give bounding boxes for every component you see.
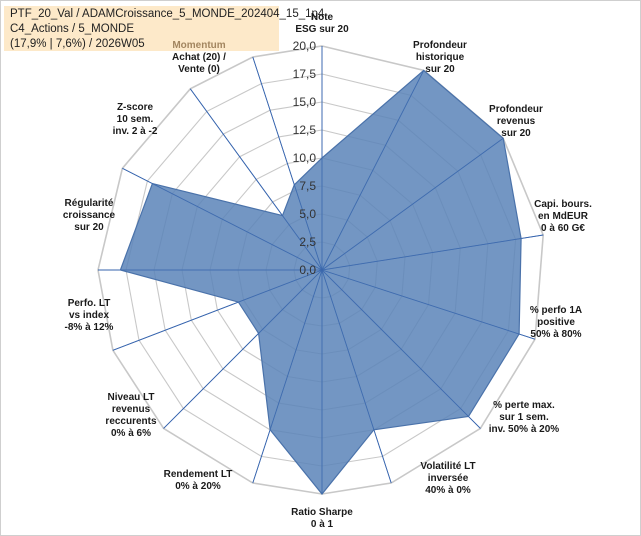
tick-label: 12,5 xyxy=(293,123,317,137)
axis-label: Profondeur revenus sur 20 xyxy=(489,104,543,139)
axis-label: Capi. bours. en MdEUR 0 à 60 G€ xyxy=(534,199,592,234)
axis-spoke-overlay xyxy=(321,269,392,484)
axis-spoke-overlay xyxy=(252,269,323,484)
axis-spoke-overlay xyxy=(112,269,323,351)
axis-label: Régularité croissance sur 20 xyxy=(63,198,116,233)
tick-label: 17,5 xyxy=(293,67,317,81)
grid-ring xyxy=(97,45,545,495)
series-area xyxy=(119,69,522,495)
axis-spoke-overlay xyxy=(321,137,504,271)
axis-label: Volatilité LT inversée 40% à 0% xyxy=(420,461,475,496)
title-line-3: (17,9% | 7,6%) / 2026W05 xyxy=(10,38,145,50)
axis-label: Ratio Sharpe 0 à 1 xyxy=(291,507,353,530)
title-line-1: PTF_20_Val / ADAMCroissance_5_MONDE_2024… xyxy=(10,8,325,20)
tick-label: 20,0 xyxy=(293,39,317,53)
radar-axis-labels: Note ESG sur 20 Profondeur historique sur 20… xyxy=(63,12,592,530)
axis-label: Rendement LT 0% à 20% xyxy=(164,469,233,492)
radar-series xyxy=(98,46,544,495)
axis-label: Profondeur historique sur 20 xyxy=(413,40,467,75)
title-line-2: C4_Actions / 5_MONDE xyxy=(10,23,134,35)
axis-spoke-overlay xyxy=(189,88,323,271)
axis-label: Niveau LT revenus reccurents 0% à 6% xyxy=(105,392,157,439)
tick-label: 0,0 xyxy=(299,263,316,277)
radar-tick-labels: 0,0 2,5 5,0 7,5 10,0 12,5 15,0 17,5 20,0 xyxy=(293,39,317,277)
tick-label: 7,5 xyxy=(299,179,316,193)
axis-label: Z-score 10 sem. inv. 2 à -2 xyxy=(113,102,158,137)
tick-label: 5,0 xyxy=(299,207,316,221)
axis-spoke-overlay xyxy=(321,70,425,271)
axis-label: Perfo. LT vs index -8% à 12% xyxy=(65,298,114,333)
axis-spoke-overlay xyxy=(321,269,536,340)
axis-label: % perfo 1A positive 50% à 80% xyxy=(530,305,582,340)
tick-label: 10,0 xyxy=(293,151,317,165)
axis-label: Note ESG sur 20 xyxy=(295,12,349,35)
axis-spoke-overlay xyxy=(252,56,323,271)
axis-spoke-overlay xyxy=(163,269,323,429)
axis-spoke-overlay xyxy=(122,167,323,271)
tick-label: 2,5 xyxy=(299,235,316,249)
tick-label: 15,0 xyxy=(293,95,317,109)
axis-label: % perte max. sur 1 sem. inv. 50% à 20% xyxy=(489,400,560,435)
axis-label: Momentum Achat (20) / Vente (0) xyxy=(172,40,226,75)
axis-spoke-overlay xyxy=(321,234,544,271)
axis-spoke-overlay xyxy=(321,269,481,429)
chart-title-box: PTF_20_Val / ADAMCroissance_5_MONDE_2024… xyxy=(4,6,325,51)
